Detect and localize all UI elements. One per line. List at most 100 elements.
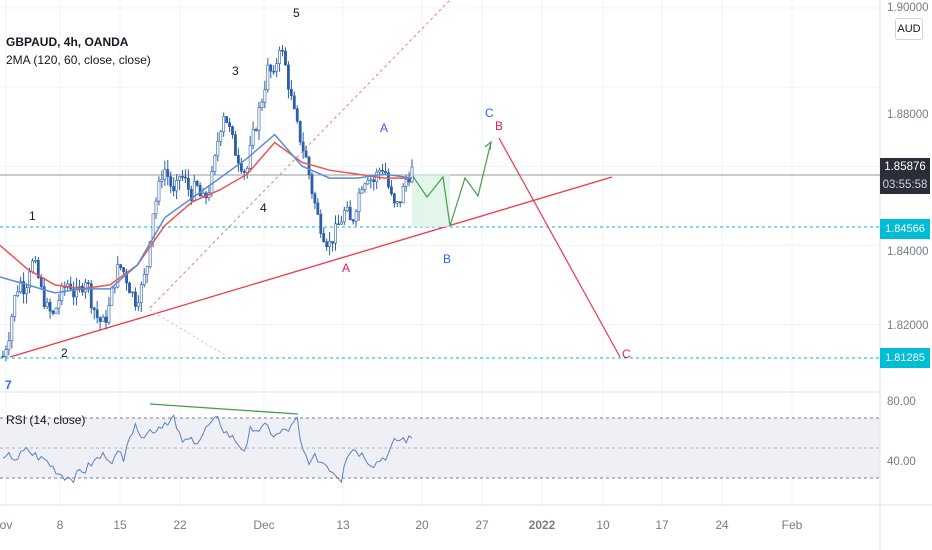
symbol-title: GBPAUD, 4h, OANDA [6,35,129,49]
candle-body [51,310,55,314]
rsi-line [2,413,413,484]
candle-body [134,291,137,307]
candle-body [98,317,102,322]
candle-body [390,186,393,195]
candle-body [269,64,273,72]
trend-channel-line [149,0,451,309]
price-tick-2: 1.88000 [887,109,929,121]
candle-body [19,281,23,293]
time-tick: 10 [596,518,610,532]
candle-body [166,169,170,177]
time-tick: 2022 [528,518,556,532]
wave-label-5: 5 [293,6,300,20]
candle-body [251,129,255,146]
rsi-divergence-line-2 [237,409,299,415]
candle-body [142,274,146,285]
candle-body [369,179,373,182]
candle-body [122,267,126,273]
candle-body [10,316,14,342]
candle-body [339,221,343,225]
candle-body [157,181,161,202]
candle-body [186,177,190,190]
candle-body [384,171,387,173]
candle-body [366,180,370,185]
candle-body [181,176,184,178]
candle-body [242,170,246,173]
candle-body [116,264,120,288]
candle-body [31,260,34,273]
candle-body [331,241,334,244]
candle-body [83,282,87,293]
candle-body [307,156,311,175]
candle-body [410,166,414,183]
candle-body [363,183,367,190]
wave-label-a-red: A [342,261,350,275]
candle-body [348,206,352,221]
candle-body [213,155,217,172]
candle-series [1,45,414,362]
candle-body [234,134,237,156]
ma-120-line [0,141,412,290]
candle-body [360,189,364,194]
wave-label-2: 2 [61,346,68,360]
green-wave-projection [411,141,492,227]
candle-body [298,120,302,143]
wave-label-3: 3 [232,64,239,78]
candle-body [225,116,229,123]
wave-label-b-red: B [495,119,503,133]
candle-body [154,200,158,215]
wave-label-a-blue: A [380,121,388,135]
candle-body [301,141,305,152]
candle-body [260,101,264,108]
rsi-indicator-label[interactable]: RSI (14, close) [6,413,86,427]
candle-body [33,259,37,262]
rsi-tick-40: 40.00 [887,456,916,468]
ma-60-line [0,133,413,294]
wave-label-7: 7 [5,378,12,392]
candle-body [107,305,111,323]
candle-body [351,219,355,222]
current-price-tag: 1.85876 [880,158,930,176]
candle-body [278,50,281,64]
candle-body [1,355,5,358]
candle-body [328,241,332,247]
price-tick-4: 1.82000 [887,320,929,332]
candle-body [398,201,402,204]
ma-indicator-label[interactable]: 2MA (120, 60, close, close) [6,53,151,67]
candle-body [101,316,105,322]
price-tick-3: 1.84000 [887,246,929,258]
candle-body [131,291,134,294]
wave-label-b-blue: B [443,252,451,266]
candle-body [231,126,234,135]
candle-body [272,70,276,73]
candle-body [216,140,220,157]
candle-body [395,201,399,204]
candle-body [28,271,31,289]
candle-body [354,211,358,222]
candle-body [36,259,40,278]
minor-dotted-line [149,309,226,356]
candle-body [169,176,173,187]
candle-body [60,285,64,302]
candle-body [113,286,117,289]
candle-body [42,286,46,307]
candle-body [401,186,405,204]
candle-body [222,116,226,133]
candle-body [342,210,346,223]
currency-button[interactable]: AUD [895,18,923,40]
candle-body [104,316,108,323]
candle-body [13,295,17,317]
candle-body [95,309,99,318]
candle-body [175,180,179,192]
candle-body [345,206,349,211]
candle-body [392,193,396,204]
candle-body [289,88,293,97]
time-tick: 15 [113,518,127,532]
time-tick: 24 [715,518,729,532]
time-tick: Dec [253,518,275,532]
candle-body [313,193,317,204]
time-tick: 20 [415,518,429,532]
candle-body [357,192,361,212]
candle-body [292,95,296,110]
